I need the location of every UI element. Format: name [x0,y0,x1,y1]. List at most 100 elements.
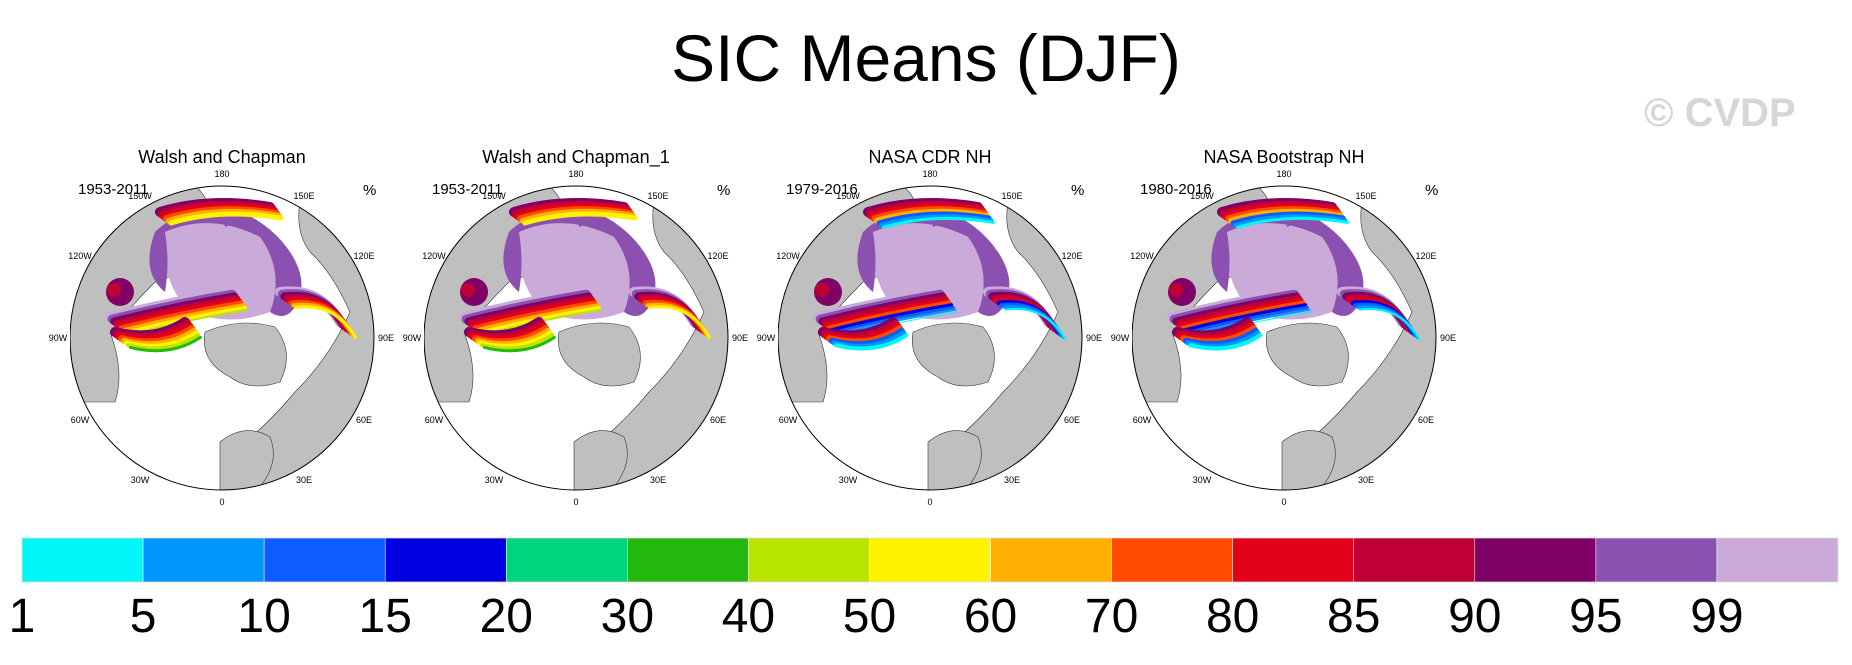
arctic-ice-95 [1211,207,1364,316]
longitude-label: 60E [1064,415,1081,425]
longitude-label: 60E [1418,415,1435,425]
ice-contour-band [1180,300,1306,331]
colorbar-tick-label: 10 [237,590,291,643]
ice-contour-band [293,305,357,339]
longitude-label: 150W [1190,190,1214,201]
longitude-label: 0 [573,497,579,507]
ice-contour-band [121,303,246,333]
ice-contour-band [1233,214,1348,228]
longitude-label: 60W [1132,415,1152,425]
europe-land [219,430,274,490]
panel-title: NASA CDR NH [868,147,992,167]
ice-contour-band [126,333,201,351]
ice-contour-band [522,211,638,226]
longitude-label: 150E [293,190,315,201]
greenland-land [203,322,287,387]
greenland-land [1265,322,1349,387]
map-panel-3: NASA CDR NH 1979-2016% 180 150E 120E 90E 60E 30… [757,142,1124,507]
longitude-label: 60W [778,415,798,425]
polar-map [778,185,1083,491]
longitude-label: 90W [756,333,776,343]
hudson-bay-ice-inner [1169,283,1183,297]
ice-contour-band [115,297,242,329]
longitude-label: 150E [1001,190,1023,201]
longitude-label: 120E [1061,251,1083,261]
colorbar-swatch [1111,537,1233,583]
longitude-label: 120W [776,251,800,261]
colorbar-tick-label: 20 [479,590,533,643]
ice-contour-band [128,335,202,353]
colorbar-tick-label: 5 [129,590,157,643]
europe-land [573,430,628,490]
longitude-label: 30E [1003,475,1021,486]
ice-contour-band [1235,216,1349,229]
longitude-label: 90E [1439,333,1457,343]
colorbar-outline [21,537,1839,583]
colorbar-swatch [142,537,265,583]
ice-contour-band [480,333,555,351]
panel-units: % [363,182,377,199]
chart-title: SIC Means (DJF) [671,21,1181,95]
longitude-label: 120E [1415,251,1437,261]
colorbar-tick-label: 30 [600,590,655,643]
longitude-label: 60E [710,415,727,425]
ice-contour-band [823,297,950,329]
polar-map [424,185,729,491]
longitude-label: 90W [48,333,68,343]
ice-contour-band [1004,307,1067,341]
colorbar-tick-label: 95 [1569,590,1623,643]
longitude-label: 30E [295,475,313,486]
longitude-label: 150W [482,190,506,201]
longitude-label: 0 [219,497,225,507]
map-outline [778,185,1083,491]
longitude-label: 120W [68,251,92,261]
map-panel-1: Walsh and Chapman 1953-2011% 180 150E 120E 90… [49,142,416,507]
longitude-label: 150E [647,190,669,201]
colorbar-swatch [627,537,749,583]
colorbar-swatch [1595,537,1718,583]
longitude-label: 180 [922,169,938,179]
hudson-bay-ice-inner [815,283,829,297]
panel-period: 1953-2011 [432,181,503,198]
longitude-label: 90W [402,333,422,343]
longitude-label: 30E [1357,475,1375,486]
colorbar-tick-label: 99 [1690,590,1744,643]
map-outline [1132,185,1437,491]
colorbar-tick-label: 80 [1205,590,1260,643]
ice-contour-band [879,214,994,228]
colorbar-tick-label: 1 [8,590,36,643]
longitude-label: 120E [353,251,375,261]
longitude-label: 90E [377,333,395,343]
map-panel-2: Walsh and Chapman_1 1953-2011% 180 150E 120E… [403,142,770,507]
panel-units: % [1071,182,1085,199]
longitude-label: 0 [927,497,933,507]
colorbar-swatch [506,537,628,583]
arctic-ice-95 [857,207,1010,316]
ice-contour-band [1188,333,1263,351]
longitude-label: 150W [836,190,860,201]
colorbar-tick-label: 85 [1327,590,1381,643]
hudson-bay-ice-inner [461,283,475,297]
longitude-label: 30E [649,475,667,486]
europe-land [927,430,982,490]
longitude-label: 60W [70,415,90,425]
panel-units: % [717,182,731,199]
colorbar-tick-label: 15 [358,590,412,643]
ice-contour-band [881,216,995,229]
longitude-label: 60W [424,415,444,425]
ice-contour-band [826,300,952,331]
longitude-label: 90E [1085,333,1103,343]
polar-map [70,185,375,491]
panel-period: 1980-2016 [1140,181,1212,198]
colorbar-swatch [990,537,1112,583]
greenland-land [911,322,995,387]
longitude-label: 0 [1281,497,1287,507]
colorbar-tick-label: 70 [1084,590,1139,643]
arctic-ice-95 [503,207,656,316]
map-panel-4: NASA Bootstrap NH 1980-2016% 180 150E 120E 90… [1111,142,1478,507]
longitude-label: 30W [838,475,858,486]
panel-title: Walsh and Chapman_1 [482,147,670,167]
longitude-label: 120E [707,251,729,261]
longitude-label: 180 [214,169,230,179]
hudson-bay-ice-inner [107,283,121,297]
